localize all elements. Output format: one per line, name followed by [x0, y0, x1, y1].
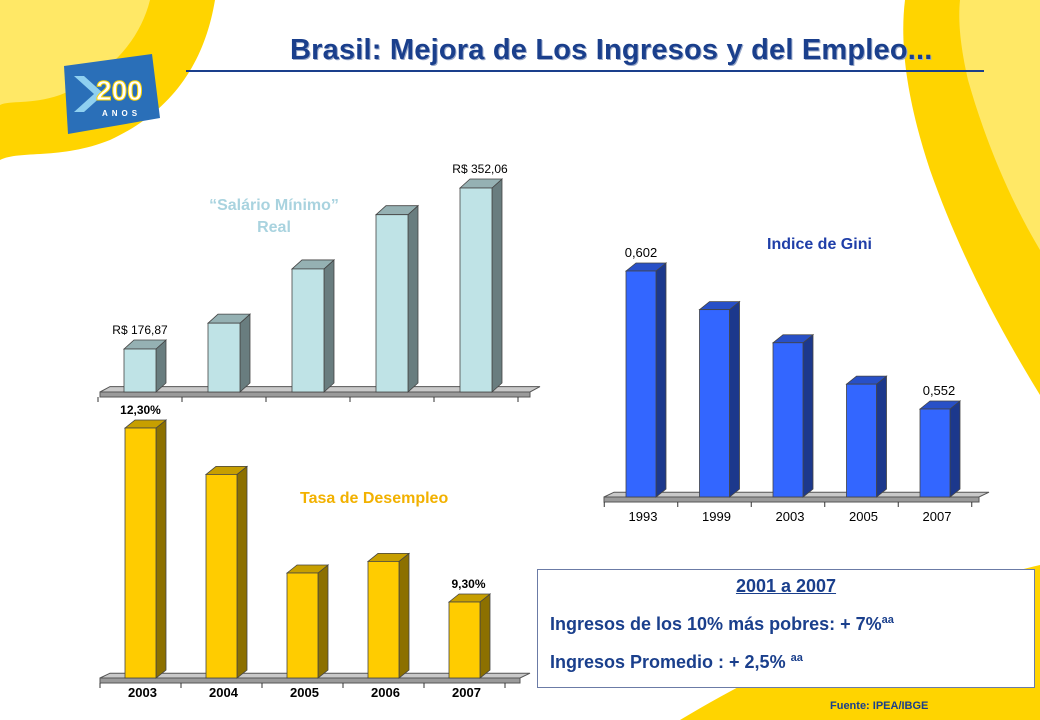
summary-poorest-income: Ingresos de los 10% más pobres: + 7%aa	[550, 614, 894, 635]
income-summary-box: 2001 a 2007 Ingresos de los 10% más pobr…	[537, 569, 1035, 688]
gini-bar-side	[876, 375, 887, 498]
salario-chart-title: “Salário Mínimo” Real	[184, 195, 364, 239]
gini-bar	[846, 383, 877, 498]
salario-bar-side	[407, 204, 419, 393]
gini-bar-side	[655, 262, 667, 498]
desempleo-tick-label: 2006	[371, 685, 400, 700]
desempleo-data-label: 9,30%	[451, 577, 485, 591]
salario-title-line1: “Salário Mínimo”	[209, 197, 339, 214]
desempleo-tick-label: 2004	[209, 685, 239, 700]
desempleo-data-label: 12,30%	[120, 403, 161, 417]
desempleo-bar-side	[236, 465, 248, 679]
desempleo-tick-label: 2007	[452, 685, 481, 700]
desempleo-bar-side	[317, 564, 329, 679]
desempleo-tick-label: 2005	[290, 685, 319, 700]
gini-tick-label: 1999	[702, 509, 731, 524]
gini-data-label: 0,552	[923, 383, 956, 398]
summary-line2-sup: aa	[790, 652, 803, 664]
salario-data-label: R$ 352,06	[452, 162, 508, 176]
gini-floor-edge	[603, 496, 980, 503]
summary-line2-text: Ingresos Promedio : + 2,5%	[550, 652, 786, 672]
logo-subtext: ANOS	[102, 109, 141, 118]
salario-bar-side	[239, 313, 251, 393]
summary-heading: 2001 a 2007	[735, 576, 837, 596]
summary-line1-text: Ingresos de los 10% más pobres: + 7%	[550, 614, 882, 634]
gini-chart-title: Indice de Gini	[767, 236, 872, 253]
desempleo-bar	[286, 572, 319, 679]
logo-text: 200	[96, 75, 143, 106]
gini-tick-label: 2007	[923, 509, 952, 524]
gini-bar	[699, 309, 730, 498]
desempleo-bar	[205, 473, 238, 679]
summary-line1-sup: aa	[881, 614, 894, 626]
gini-bar-side	[802, 333, 814, 498]
desempleo-bar	[124, 427, 157, 679]
gini-bar	[772, 342, 804, 498]
gini-bar-side	[949, 400, 961, 498]
gini-tick-label: 1993	[629, 509, 658, 524]
gini-tick-label: 2003	[776, 509, 805, 524]
salario-bar-side	[323, 259, 335, 393]
desempleo-bar-side	[398, 552, 410, 679]
salario-bar	[123, 348, 157, 393]
desempleo-bar	[448, 601, 481, 679]
salario-title-line2: Real	[257, 219, 291, 236]
salario-data-label: R$ 176,87	[112, 323, 168, 337]
desempleo-bar-side	[155, 419, 167, 679]
salario-bar	[459, 187, 493, 393]
gini-data-label: 0,602	[625, 245, 658, 260]
gini-bar	[919, 408, 951, 498]
gini-tick-label: 2005	[849, 509, 878, 524]
summary-average-income: Ingresos Promedio : + 2,5% aa	[550, 652, 803, 673]
salario-bar	[375, 214, 409, 393]
salario-bar	[207, 322, 241, 393]
salario-bar	[291, 268, 325, 393]
title-underline	[186, 70, 984, 72]
salario-floor-edge	[99, 391, 531, 398]
gini-bar	[625, 270, 657, 498]
bicentennial-logo: 200 ANOS	[64, 54, 160, 134]
desempleo-bar	[367, 561, 400, 679]
salario-bar-side	[491, 178, 503, 393]
desempleo-tick-label: 2003	[128, 685, 157, 700]
source-note: Fuente: IPEA/IBGE	[830, 700, 929, 712]
desempleo-bar-side	[479, 593, 491, 679]
desempleo-floor-edge	[99, 677, 521, 684]
desempleo-chart-title: Tasa de Desempleo	[300, 490, 449, 507]
gini-bar-side	[729, 300, 740, 498]
page-title: Brasil: Mejora de Los Ingresos y del Emp…	[290, 34, 933, 66]
